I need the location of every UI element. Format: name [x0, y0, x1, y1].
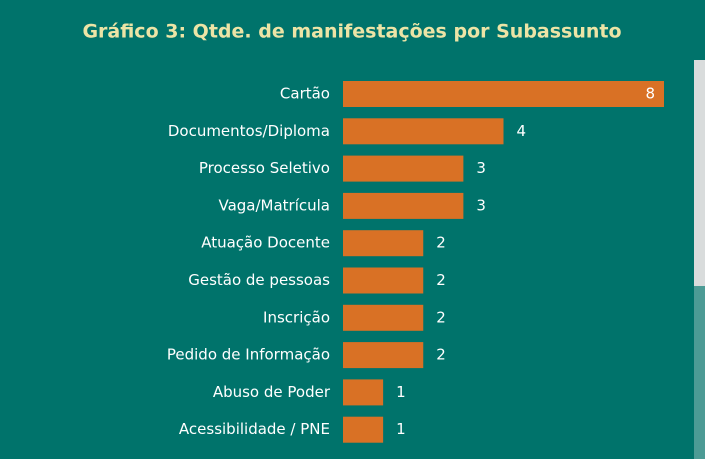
data-label: 1 [396, 420, 406, 438]
data-label: 2 [436, 346, 446, 364]
bar [343, 230, 424, 257]
bar [343, 192, 464, 219]
chart-title: Gráfico 3: Qtde. de manifestações por Su… [82, 21, 621, 43]
scrollbar-thumb[interactable] [694, 60, 705, 286]
bar [343, 304, 424, 331]
bar [343, 81, 664, 107]
data-label: 3 [476, 159, 486, 177]
data-label: 1 [396, 383, 406, 401]
y-tick-label: Abuso de Poder [213, 383, 331, 401]
y-tick-label: Gestão de pessoas [188, 271, 330, 289]
data-label: 2 [436, 271, 446, 289]
y-tick-label: Pedido de Informação [167, 346, 330, 364]
bar [343, 379, 384, 406]
y-tick-label: Vaga/Matrícula [218, 196, 330, 214]
data-label: 2 [436, 234, 446, 252]
y-tick-label: Atuação Docente [201, 234, 330, 252]
y-tick-label: Inscrição [263, 308, 330, 326]
y-tick-label: Cartão [280, 85, 330, 103]
bar [343, 342, 424, 369]
data-label: 2 [436, 308, 446, 326]
data-label: 4 [517, 122, 527, 140]
y-tick-label: Documentos/Diploma [168, 122, 330, 140]
data-label: 3 [476, 196, 486, 214]
data-label: 8 [645, 85, 655, 103]
bar [343, 416, 384, 443]
bar [343, 267, 424, 294]
y-tick-label: Acessibilidade / PNE [179, 420, 330, 438]
bar [343, 118, 504, 145]
bar [343, 155, 464, 182]
y-tick-label: Processo Seletivo [199, 159, 330, 177]
